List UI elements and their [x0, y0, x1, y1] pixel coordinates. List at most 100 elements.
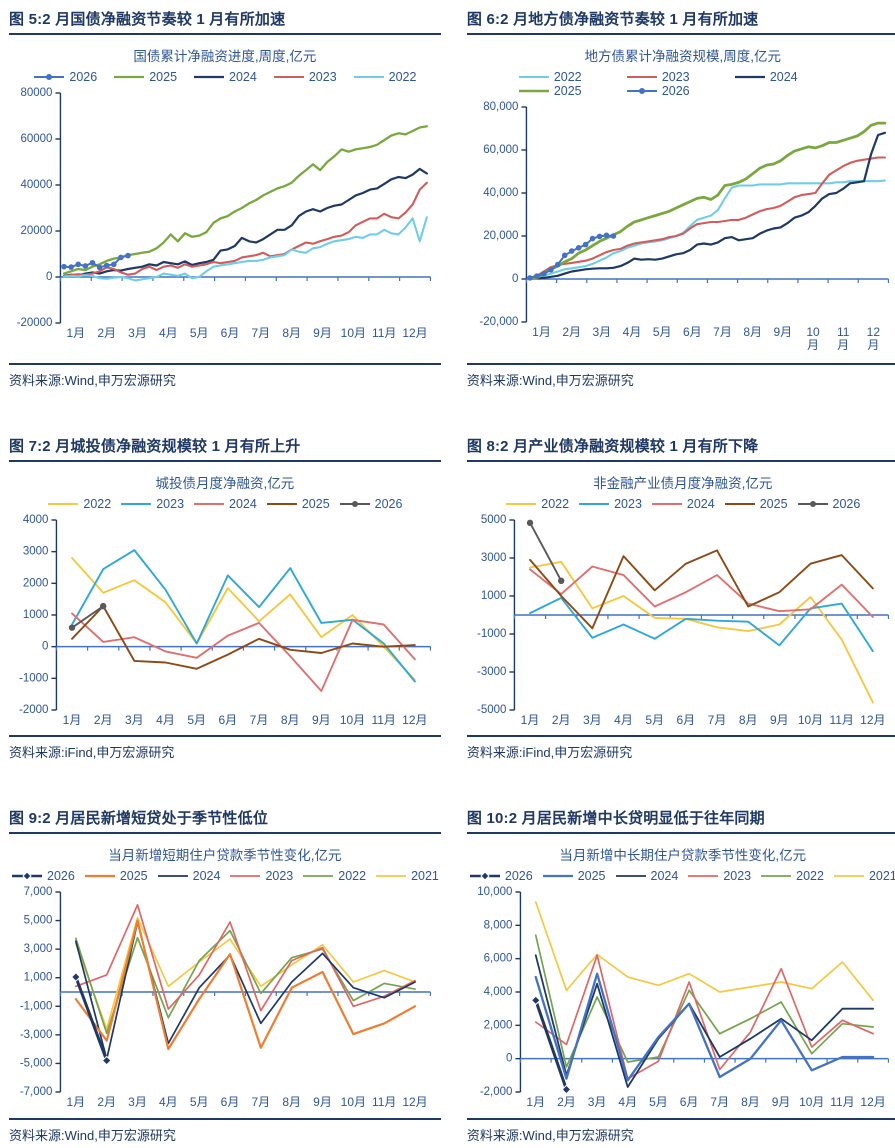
svg-text:4月: 4月	[614, 713, 633, 727]
legend-label-2024: 2024	[229, 70, 257, 84]
svg-text:4月: 4月	[159, 1095, 178, 1109]
svg-text:80000: 80000	[20, 87, 52, 99]
svg-text:-5,000: -5,000	[20, 1058, 53, 1070]
legend-label-2022: 2022	[553, 70, 582, 84]
svg-text:20,000: 20,000	[483, 230, 518, 242]
legend-item-2022: 2022	[518, 70, 626, 84]
svg-text:0: 0	[512, 273, 518, 285]
svg-text:4000: 4000	[23, 514, 49, 526]
svg-text:12月: 12月	[402, 326, 427, 340]
figure-10-chart-card: 当月新增中长期住户贷款季节性变化,亿元 2026 2025 2024 2023 2022…	[467, 834, 895, 1113]
legend-label-2026: 2026	[504, 869, 533, 884]
svg-text:3000: 3000	[481, 552, 507, 564]
svg-text:12月: 12月	[860, 713, 885, 727]
legend-item-2026: 2026	[339, 496, 403, 511]
legend-item-2024: 2024	[193, 70, 257, 84]
figure-6-title: 图 6:2 月地方债净融资节奏较 1 月有所加速	[466, 8, 895, 35]
svg-text:9月: 9月	[772, 1095, 791, 1109]
svg-text:-2000: -2000	[19, 704, 48, 716]
svg-text:9月: 9月	[312, 713, 331, 727]
legend-swatch-2025	[724, 502, 755, 505]
legend-item-2024: 2024	[651, 497, 715, 511]
legend-item-2022: 2022	[302, 869, 366, 883]
legend-item-2024: 2024	[615, 869, 678, 883]
figure-7-chart-card: 城投债月度净融资,亿元 2022 2023 2024 2025 2026 4000 300…	[9, 462, 441, 731]
figure-9-line-chart: 7,000 5,000 3,000 1,000 -1,000 -3,000 -5,000 -7…	[20, 886, 432, 1109]
svg-text:2月: 2月	[94, 713, 113, 727]
legend-swatch-2023	[626, 75, 657, 79]
svg-text:4月: 4月	[156, 713, 175, 727]
svg-text:20000: 20000	[20, 225, 52, 237]
legend-swatch-2024	[194, 502, 225, 505]
figure-10-title: 图 10:2 月居民新增中长贷明显低于往年同期	[466, 807, 895, 835]
svg-text:9月: 9月	[773, 325, 792, 339]
legend-label-2026: 2026	[374, 496, 403, 511]
svg-text:12月: 12月	[402, 1095, 427, 1109]
legend-label-2025: 2025	[149, 70, 178, 84]
svg-text:12月: 12月	[402, 713, 427, 727]
svg-text:8月: 8月	[743, 325, 762, 339]
legend-swatch-2022	[518, 75, 549, 79]
legend-swatch-2025	[84, 875, 115, 878]
svg-text:0: 0	[42, 640, 48, 652]
figure-9-legend: 2026 2025 2024 2023 2022 2021	[11, 869, 439, 883]
svg-text:11月: 11月	[372, 1095, 396, 1109]
svg-text:2月: 2月	[562, 325, 581, 339]
legend-swatch-2023	[579, 502, 610, 505]
legend-swatch-2022	[303, 875, 334, 878]
legend-label-2026: 2026	[69, 70, 98, 84]
legend-item-2023: 2023	[120, 497, 184, 511]
legend-item-2025: 2025	[724, 497, 788, 511]
figure-6-legend: 2022 2023 2024 2025 2026	[518, 70, 848, 98]
legend-swatch-2026	[469, 871, 500, 882]
legend-swatch-2023	[688, 875, 719, 878]
svg-text:2月: 2月	[557, 1095, 576, 1109]
figure-9-chart-card: 当月新增短期住户贷款季节性变化,亿元 2026 2025 2024 2023 2022 2…	[9, 834, 441, 1113]
legend-swatch-2023	[121, 502, 152, 505]
svg-text:0: 0	[506, 1053, 512, 1065]
legend-label-2023: 2023	[661, 70, 690, 84]
legend-item-2023: 2023	[687, 869, 751, 883]
svg-text:1月: 1月	[526, 1095, 545, 1109]
figure-5-source-block: 资料来源:Wind,申万宏源研究	[9, 362, 441, 389]
figure-7-legend: 2022 2023 2024 2025 2026	[11, 497, 439, 511]
svg-text:8月: 8月	[282, 326, 301, 340]
svg-text:5月: 5月	[190, 326, 209, 340]
svg-text:8月: 8月	[281, 713, 300, 727]
svg-text:-1,000: -1,000	[20, 1001, 53, 1013]
legend-item-2022: 2022	[505, 497, 569, 511]
figure-9-title: 图 9:2 月居民新增短贷处于季节性低位	[9, 807, 441, 835]
legend-item-2026: 2026	[33, 70, 97, 84]
legend-swatch-2024	[651, 502, 682, 505]
legend-label-2026: 2026	[832, 496, 861, 511]
legend-item-2024: 2024	[157, 869, 220, 883]
figure-7-source-block: 资料来源:iFind,申万宏源研究	[9, 735, 441, 761]
svg-text:11月: 11月	[371, 713, 395, 727]
figure-5-title: 图 5:2 月国债净融资节奏较 1 月有所加速	[9, 8, 441, 35]
legend-label-2023: 2023	[614, 496, 642, 511]
figure-9-chart-subtitle: 当月新增短期住户贷款季节性变化,亿元	[108, 848, 342, 864]
legend-label-2023: 2023	[723, 869, 752, 884]
svg-text:3000: 3000	[23, 545, 49, 557]
figure-6-source-block: 资料来源:Wind,申万宏源研究	[466, 362, 895, 389]
svg-text:7月: 7月	[713, 325, 732, 339]
svg-text:3月: 3月	[128, 1095, 147, 1109]
svg-text:5月: 5月	[187, 713, 206, 727]
svg-text:6月: 6月	[676, 713, 695, 727]
legend-item-2026: 2026	[469, 869, 533, 883]
svg-text:6月: 6月	[680, 1095, 699, 1109]
figure-8-legend: 2022 2023 2024 2025 2026	[469, 497, 895, 511]
legend-item-2025: 2025	[266, 497, 330, 511]
legend-swatch-2026	[339, 500, 370, 507]
svg-text:3,000: 3,000	[24, 944, 53, 956]
figure-5-chart-subtitle: 国债累计净融资进度,周度,亿元	[133, 49, 317, 64]
svg-text:10月: 10月	[798, 713, 823, 727]
figure-8-chart-card: 非金融产业债月度净融资,亿元 2022 2023 2024 2025 2026 5000…	[467, 462, 895, 731]
figure-7-title: 图 7:2 月城投债净融资规模较 1 月有所上升	[9, 435, 441, 462]
svg-text:-1000: -1000	[477, 628, 506, 640]
svg-text:11月: 11月	[830, 1095, 854, 1109]
legend-swatch-2025	[114, 75, 145, 79]
svg-text:3月: 3月	[592, 325, 611, 339]
svg-text:10月: 10月	[340, 713, 365, 727]
legend-label-2025: 2025	[553, 84, 582, 98]
